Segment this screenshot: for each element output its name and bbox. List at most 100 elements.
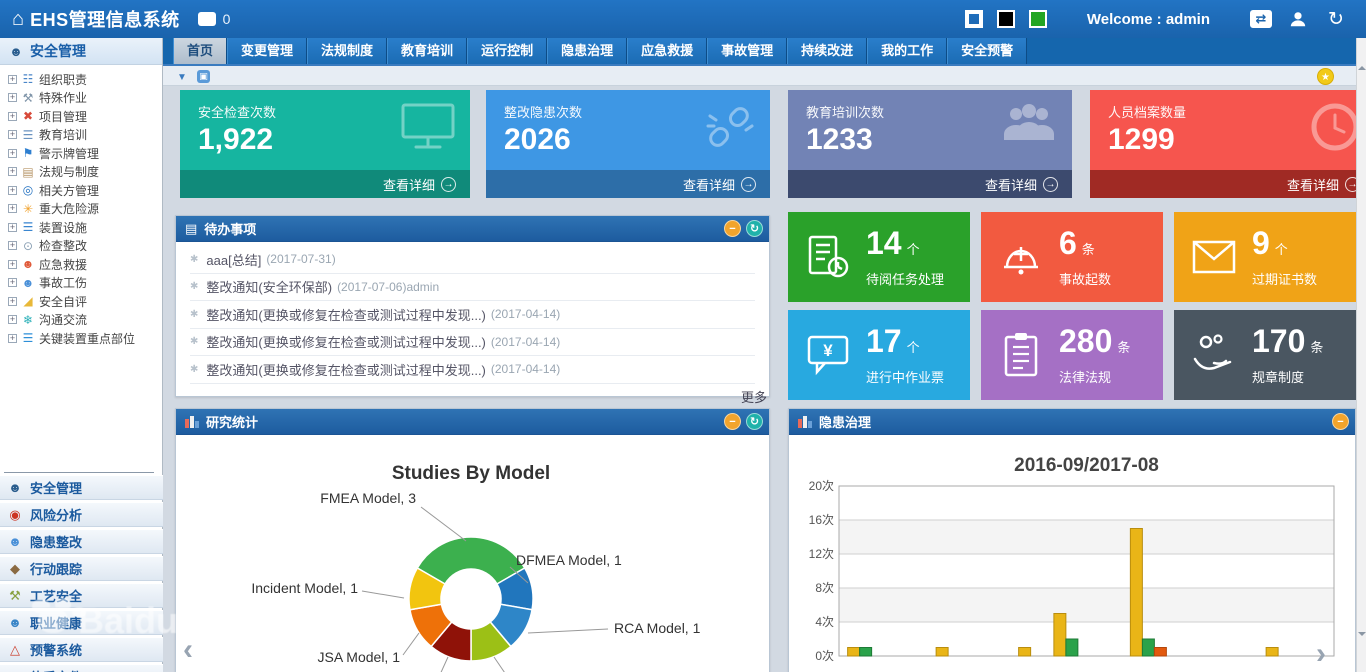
view-detail-link[interactable]: 查看详细 →	[486, 170, 770, 198]
collapse-triangle-icon[interactable]: ▼	[177, 72, 187, 83]
kpi-tile-过期证书数[interactable]: 9 个过期证书数	[1174, 212, 1356, 302]
sidebar-tree-item-组织职责[interactable]: + ☷ 组织职责	[6, 70, 162, 89]
scroll-up-icon[interactable]	[1358, 62, 1366, 70]
expand-icon[interactable]: +	[8, 295, 17, 306]
donut-segment-Incident Model[interactable]	[408, 566, 447, 611]
scroll-down-icon[interactable]	[1358, 632, 1366, 640]
favorite-star-icon[interactable]: ★	[1317, 68, 1334, 85]
expand-icon[interactable]: +	[8, 203, 17, 214]
kpi-tile-法律法规[interactable]: 280 条法律法规	[981, 310, 1163, 400]
bar-2017-07-series-yellow[interactable]	[1265, 647, 1279, 657]
bar-2016-09-series-green[interactable]	[859, 647, 873, 657]
kpi-tile-进行中作业票[interactable]: ¥17 个进行中作业票	[788, 310, 970, 400]
bar-2017-04-series-yellow[interactable]	[1129, 528, 1143, 657]
kpi-tile-待阅任务处理[interactable]: 14 个待阅任务处理	[788, 212, 970, 302]
todo-more-link[interactable]: 更多	[740, 389, 767, 405]
sidebar-tree-item-特殊作业[interactable]: + ⚒ 特殊作业	[6, 89, 162, 108]
bar-2016-11-series-yellow[interactable]	[935, 647, 949, 657]
collapse-button[interactable]: −	[1332, 413, 1349, 430]
tab-法规制度[interactable]: 法规制度	[307, 38, 388, 64]
expand-icon[interactable]: +	[8, 129, 17, 140]
sidebar-tree-item-重大危险源[interactable]: + ✳ 重大危险源	[6, 200, 162, 219]
sidebar-tree-item-关键装置重点部位[interactable]: + ☰ 关键装置重点部位	[6, 329, 162, 348]
expand-icon[interactable]: +	[8, 110, 17, 121]
view-detail-link[interactable]: 查看详细 →	[1090, 170, 1366, 198]
scroll-right-icon[interactable]: ›	[1316, 637, 1326, 670]
sidebar-tree-item-警示牌管理[interactable]: + ⚑ 警示牌管理	[6, 144, 162, 163]
sidebar-accordion-预警系统[interactable]: △ 预警系统	[0, 637, 163, 662]
kpi-tile-规章制度[interactable]: 170 条规章制度	[1174, 310, 1356, 400]
sidebar-accordion-风险分析[interactable]: ◉ 风险分析	[0, 502, 163, 527]
collapse-button[interactable]: −	[724, 413, 741, 430]
refresh-button[interactable]: ↻	[746, 413, 763, 430]
sidebar-accordion-安全管理[interactable]: ☻ 安全管理	[0, 475, 163, 500]
collapse-button[interactable]: −	[724, 220, 741, 237]
tab-持续改进[interactable]: 持续改进	[787, 38, 868, 64]
tab-首页[interactable]: 首页	[173, 38, 228, 64]
sidebar-tree-item-安全自评[interactable]: + ◢ 安全自评	[6, 292, 162, 311]
scroll-left-icon[interactable]: ‹	[183, 633, 193, 666]
expand-icon[interactable]: +	[8, 277, 17, 288]
svg-text:8次: 8次	[815, 581, 834, 595]
tab-应急救援[interactable]: 应急救援	[627, 38, 708, 64]
expand-icon[interactable]: +	[8, 184, 17, 195]
todo-item[interactable]: ✱ 整改通知(更换或修复在检查或测试过程中发现...) (2017-04-14)	[190, 301, 755, 329]
sidebar-tree-item-应急救援[interactable]: + ☻ 应急救援	[6, 255, 162, 274]
bar-2017-01-series-yellow[interactable]	[1018, 647, 1032, 657]
layout-icon[interactable]: ▣	[197, 70, 210, 83]
theme-swatch-green[interactable]	[1028, 10, 1047, 28]
home-icon[interactable]: ⌂	[12, 7, 25, 30]
theme-swatch-black[interactable]	[996, 10, 1015, 28]
expand-icon[interactable]: +	[8, 92, 17, 103]
tab-我的工作[interactable]: 我的工作	[867, 38, 948, 64]
refresh-button[interactable]: ↻	[746, 220, 763, 237]
sidebar-tree-item-沟通交流[interactable]: + ❄ 沟通交流	[6, 311, 162, 330]
sidebar-tree-item-法规与制度[interactable]: + ▤ 法规与制度	[6, 163, 162, 182]
vertical-scrollbar[interactable]	[1356, 38, 1366, 672]
sidebar-accordion-行动跟踪[interactable]: ◆ 行动跟踪	[0, 556, 163, 581]
refresh-icon[interactable]: ↻	[1328, 8, 1344, 30]
todo-item[interactable]: ✱ 整改通知(安全环保部) (2017-07-06)admin	[190, 274, 755, 301]
tab-教育培训[interactable]: 教育培训	[387, 38, 468, 64]
expand-icon[interactable]: +	[8, 332, 17, 343]
kpi-tile-事故起数[interactable]: 6 条事故起数	[981, 212, 1163, 302]
bar-2017-04-series-green[interactable]	[1141, 638, 1155, 657]
tab-事故管理[interactable]: 事故管理	[707, 38, 788, 64]
tab-运行控制[interactable]: 运行控制	[467, 38, 548, 64]
tab-变更管理[interactable]: 变更管理	[227, 38, 308, 64]
sidebar-accordion-隐患整改[interactable]: ☻ 隐患整改	[0, 529, 163, 554]
sidebar-tree-item-检查整改[interactable]: + ⊙ 检查整改	[6, 237, 162, 256]
view-detail-link[interactable]: 查看详细 →	[180, 170, 470, 198]
bar-2017-02-series-yellow[interactable]	[1053, 613, 1067, 657]
expand-icon[interactable]: +	[8, 147, 17, 158]
switch-user-icon[interactable]: ⇄	[1250, 10, 1272, 28]
theme-swatch-white[interactable]	[964, 10, 983, 28]
sidebar-tree-item-项目管理[interactable]: + ✖ 项目管理	[6, 107, 162, 126]
sidebar-tree-item-装置设施[interactable]: + ☰ 装置设施	[6, 218, 162, 237]
expand-icon[interactable]: +	[8, 258, 17, 269]
todo-item[interactable]: ✱ 整改通知(更换或修复在检查或测试过程中发现...) (2017-04-14)	[190, 329, 755, 356]
sidebar-tree-item-教育培训[interactable]: + ☰ 教育培训	[6, 126, 162, 145]
bar-2016-09-series-yellow[interactable]	[847, 647, 861, 657]
expand-icon[interactable]: +	[8, 221, 17, 232]
sidebar-accordion-体系文件[interactable]: ▥ 体系文件	[0, 664, 163, 672]
tab-隐患治理[interactable]: 隐患治理	[547, 38, 628, 64]
expand-icon[interactable]: +	[8, 240, 17, 251]
sidebar-tree-item-相关方管理[interactable]: + ◎ 相关方管理	[6, 181, 162, 200]
expand-icon[interactable]: +	[8, 73, 17, 84]
donut-segment-FMEA Model[interactable]	[416, 536, 526, 586]
message-bubble-icon[interactable]	[197, 12, 216, 26]
tab-安全预警[interactable]: 安全预警	[947, 38, 1028, 64]
bar-2017-02-series-green[interactable]	[1065, 638, 1079, 657]
sidebar-tree-item-事故工伤[interactable]: + ☻ 事故工伤	[6, 274, 162, 293]
expand-icon[interactable]: +	[8, 314, 17, 325]
bar-2017-04-series-red[interactable]	[1153, 647, 1167, 657]
todo-item[interactable]: ✱ 整改通知(更换或修复在检查或测试过程中发现...) (2017-04-14)	[190, 356, 755, 384]
user-icon[interactable]	[1286, 9, 1310, 29]
sidebar-accordion-工艺安全[interactable]: ⚒ 工艺安全	[0, 583, 163, 608]
todo-item[interactable]: ✱ aaa[总结] (2017-07-31)	[190, 246, 755, 274]
view-detail-link[interactable]: 查看详细 →	[788, 170, 1072, 198]
expand-icon[interactable]: +	[8, 166, 17, 177]
sidebar-tree-header[interactable]: ☻ 安全管理	[0, 38, 162, 65]
sidebar-accordion-职业健康[interactable]: ☻ 职业健康	[0, 610, 163, 635]
